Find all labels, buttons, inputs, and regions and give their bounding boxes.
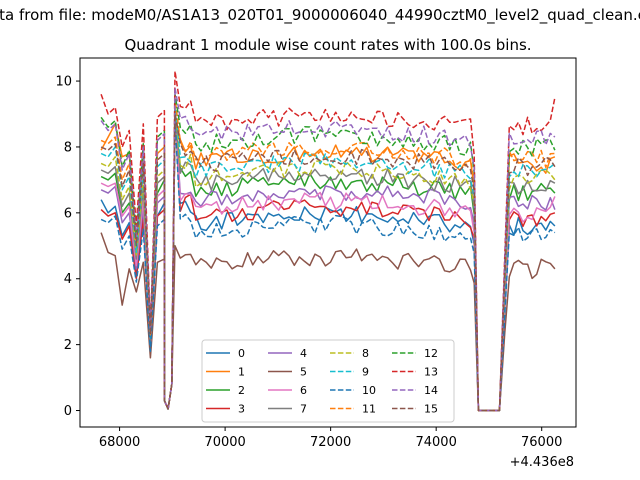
legend-label-15: 15 [424,403,438,416]
y-tick-label: 0 [64,404,72,419]
series-layer [100,70,556,412]
legend-box [201,339,455,423]
series-line-8 [100,106,556,412]
legend-label-4: 4 [300,347,307,360]
x-tick-label: 68000 [99,435,140,450]
legend-label-9: 9 [362,366,369,379]
axes-title: Quadrant 1 module wise count rates with … [124,36,531,54]
y-tick-label: 2 [64,338,72,353]
x-tick-label: 72000 [310,435,351,450]
x-tick-label: 76000 [521,435,562,450]
y-tick-label: 6 [64,206,72,221]
legend-label-0: 0 [238,347,245,360]
x-offset-label: +4.436e8 [510,455,574,470]
y-tick-label: 8 [64,140,72,155]
series-line-15 [100,113,556,412]
legend-label-11: 11 [362,403,376,416]
legend-label-10: 10 [362,384,376,397]
figure-suptitle: Data from file: modeM0/AS1A13_020T01_900… [0,6,640,25]
legend-label-12: 12 [424,347,438,360]
legend-label-7: 7 [300,403,307,416]
legend-label-6: 6 [300,384,307,397]
legend-label-2: 2 [238,384,245,397]
x-tick-label: 74000 [415,435,456,450]
legend-label-1: 1 [238,366,245,379]
legend-label-3: 3 [238,403,245,416]
y-tick-label: 10 [55,75,72,90]
axes-frame [79,57,577,428]
legend-label-13: 13 [424,366,438,379]
y-axis-ticks: 0 2 4 6 8 10 [55,75,80,419]
series-line-11 [100,96,555,412]
legend-label-14: 14 [424,384,438,397]
legend-label-8: 8 [362,347,369,360]
x-tick-label: 70000 [204,435,245,450]
legend-label-5: 5 [300,366,307,379]
x-axis-ticks: 68000 70000 72000 74000 76000 [99,427,562,450]
y-tick-label: 4 [64,272,72,287]
